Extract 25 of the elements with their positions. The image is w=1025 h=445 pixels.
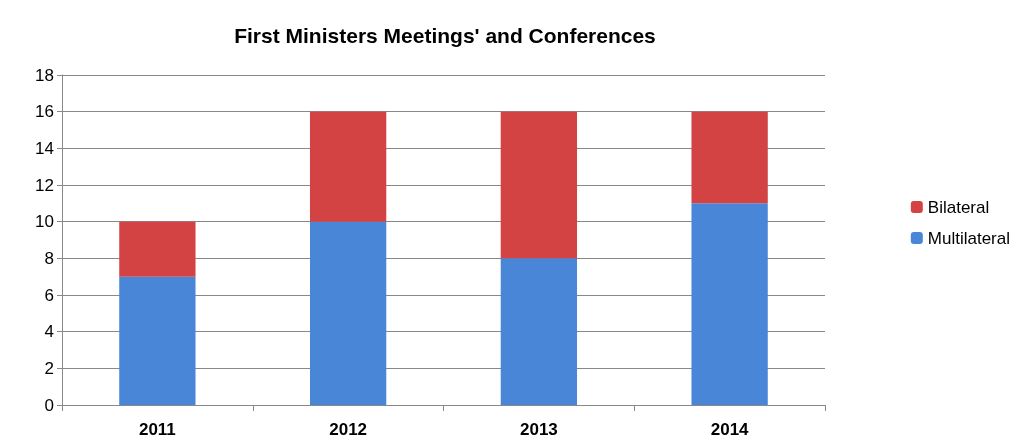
- legend-label: Bilateral: [927, 197, 990, 217]
- chart-title: First Ministers Meetings' and Conferences: [234, 24, 656, 47]
- x-tick-label: 2013: [519, 420, 558, 439]
- bar: [500, 111, 578, 259]
- y-tick-label: 10: [35, 212, 54, 232]
- bar: [691, 111, 768, 204]
- legend-label: Multilateral: [927, 228, 1011, 248]
- x-tick-label: 2014: [710, 420, 750, 439]
- bar: [119, 221, 196, 277]
- y-tick-label: 4: [44, 322, 54, 342]
- y-tick-label: 8: [44, 248, 54, 268]
- y-tick-label: 18: [35, 65, 54, 85]
- y-tick-label: 0: [44, 395, 54, 415]
- y-tick-label: 6: [44, 285, 54, 305]
- bar: [691, 203, 768, 405]
- y-tick-label: 14: [35, 138, 54, 158]
- y-tick-label: 16: [35, 102, 54, 122]
- bar: [309, 111, 387, 222]
- bar: [500, 258, 578, 405]
- y-tick-label: 12: [35, 175, 54, 195]
- x-tick-label: 2011: [138, 420, 176, 439]
- x-tick-label: 2012: [329, 420, 368, 439]
- bar: [309, 221, 387, 405]
- bar: [119, 276, 196, 405]
- y-tick-label: 2: [44, 358, 54, 378]
